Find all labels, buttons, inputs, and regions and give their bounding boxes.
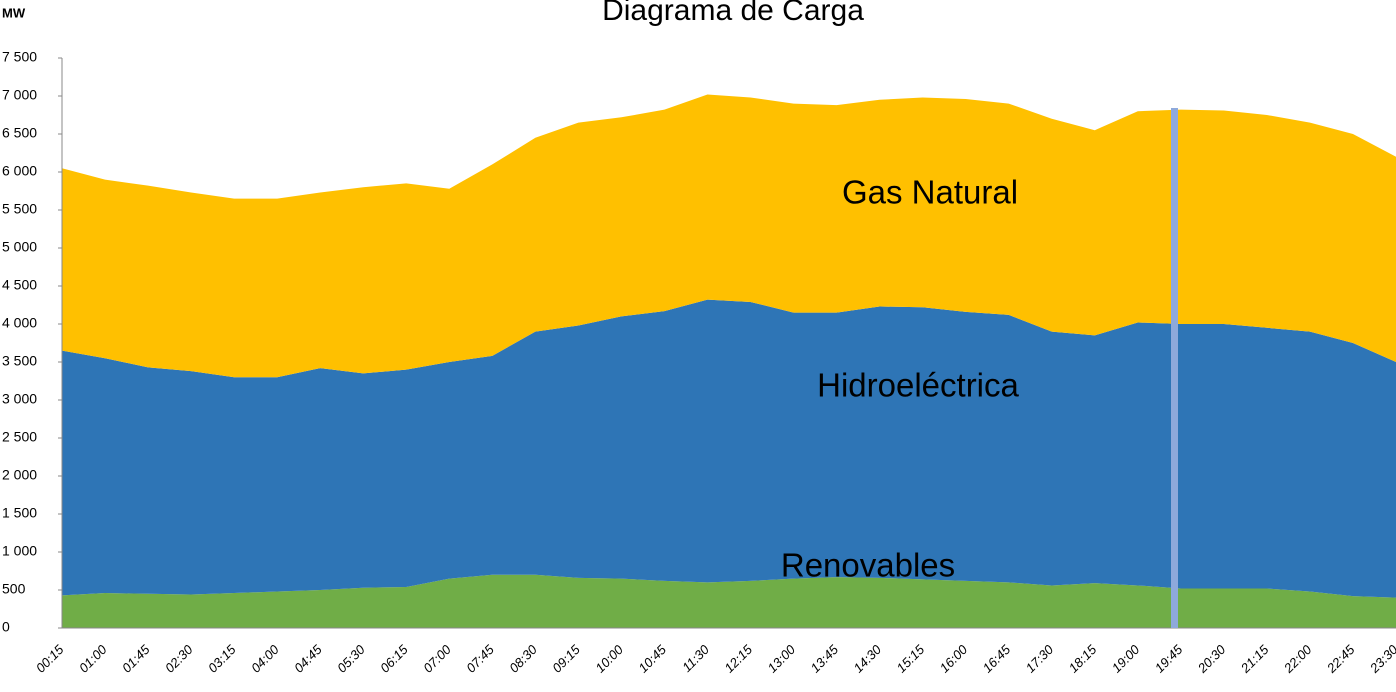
x-tick-label: 11:30	[679, 641, 712, 674]
y-tick-label: 3 500	[2, 353, 37, 369]
x-tick-label: 23:30	[1366, 641, 1396, 676]
x-tick-label: 08:30	[506, 641, 540, 675]
y-tick-label: 1 000	[2, 543, 37, 559]
area	[62, 299, 1396, 598]
x-tick-label: 16:00	[937, 641, 971, 675]
x-tick-label: 14:30	[851, 641, 885, 675]
series-label: Gas Natural	[842, 174, 1018, 211]
y-tick-label: 6 500	[2, 125, 37, 141]
y-tick-label: 5 000	[2, 239, 37, 255]
y-tick-label: 6 000	[2, 163, 37, 179]
x-tick-label: 17:30	[1023, 641, 1057, 675]
x-tick-label: 12:15	[721, 641, 755, 675]
y-tick-label: 2 500	[2, 429, 37, 445]
x-tick-label: 10:00	[592, 641, 626, 675]
x-tick-label: 13:00	[764, 641, 798, 675]
x-tick-label: 02:30	[162, 641, 196, 675]
series-label: Hidroeléctrica	[817, 367, 1019, 404]
x-tick-label: 19:45	[1152, 641, 1186, 675]
x-tick-label: 03:15	[205, 641, 239, 675]
y-tick-label: 4 500	[2, 277, 37, 293]
y-tick-label: 2 000	[2, 467, 37, 483]
y-tick-label: 500	[2, 581, 26, 597]
x-tick-label: 00:15	[33, 641, 67, 675]
x-tick-label: 13:45	[808, 641, 842, 675]
area	[62, 574, 1396, 628]
x-tick-label: 09:15	[549, 641, 583, 675]
y-tick-label: 5 500	[2, 201, 37, 217]
y-axis-label: MW	[2, 5, 26, 20]
x-tick-label: 04:00	[248, 641, 282, 675]
x-tick-label: 04:45	[291, 641, 325, 675]
x-tick-label: 05:30	[334, 641, 368, 675]
cursor-line	[1171, 108, 1178, 628]
x-tick-label: 18:15	[1066, 641, 1100, 675]
x-tick-label: 20:30	[1194, 641, 1229, 676]
x-tick-label: 01:45	[119, 641, 153, 675]
y-tick-label: 1 500	[2, 505, 37, 521]
y-tick-label: 7 500	[2, 49, 37, 65]
x-tick-label: 19:00	[1109, 641, 1143, 675]
x-tick-label: 06:15	[377, 641, 411, 675]
chart-title: Diagrama de Carga	[602, 0, 864, 27]
x-tick-label: 21:15	[1237, 641, 1272, 676]
series-label: Renovables	[781, 547, 955, 584]
x-tick-label: 15:15	[894, 641, 928, 675]
x-tick-label: 07:00	[420, 641, 454, 675]
x-tick-label: 22:45	[1323, 641, 1358, 676]
x-tick-label: 10:45	[635, 641, 669, 675]
x-tick-label: 01:00	[76, 641, 110, 675]
area	[62, 94, 1396, 378]
x-tick-label: 07:45	[463, 641, 497, 675]
y-tick-label: 0	[2, 619, 10, 635]
y-tick-label: 4 000	[2, 315, 37, 331]
y-tick-label: 3 000	[2, 391, 37, 407]
x-tick-label: 16:45	[980, 641, 1014, 675]
x-tick-label: 22:00	[1280, 641, 1315, 676]
y-tick-label: 7 000	[2, 87, 37, 103]
